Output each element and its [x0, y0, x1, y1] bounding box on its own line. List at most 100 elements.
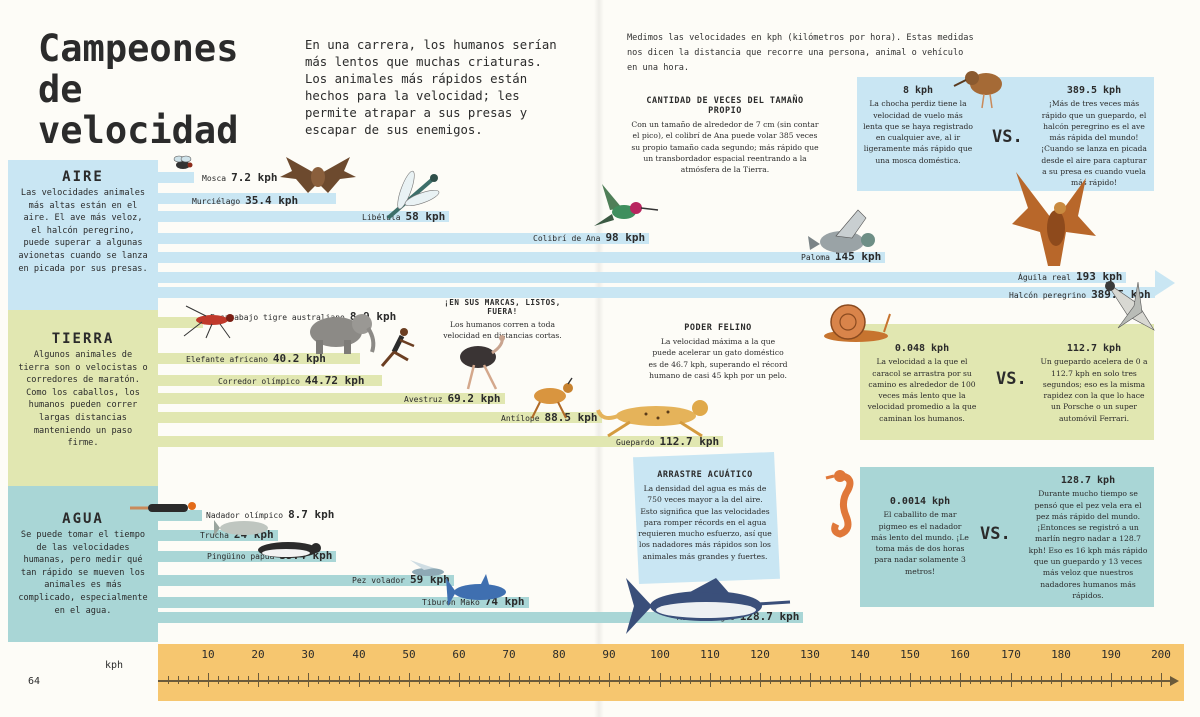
mako-shark-icon: [446, 574, 506, 606]
axis-minor-tick: [740, 676, 741, 684]
axis-minor-tick: [1031, 676, 1032, 684]
bar-animal-name: Murciélago: [192, 197, 241, 206]
axis-minor-tick: [218, 676, 219, 684]
axis-tick: [810, 673, 811, 687]
section-agua-title: AGUA: [62, 511, 104, 527]
axis-minor-tick: [920, 676, 921, 684]
bar-water: [158, 510, 202, 521]
axis-arrow-icon: [1170, 676, 1179, 686]
comparison-land-right: 112.7 kph Un guepardo acelera de 0 a 112…: [1038, 343, 1150, 424]
axis-tick-label: 60: [452, 648, 466, 661]
bar-animal-name: Avestruz: [404, 395, 443, 404]
fly-icon: [173, 155, 193, 169]
bar-air: [158, 252, 885, 263]
axis-tick: [258, 673, 259, 687]
bar-animal-name: Halcón peregrino: [1009, 291, 1087, 300]
axis-minor-tick: [579, 676, 580, 684]
bar-air: [158, 193, 336, 204]
axis-minor-tick: [389, 676, 390, 684]
axis-unit-label: kph: [105, 660, 124, 671]
axis-minor-tick: [198, 676, 199, 684]
bar-animal-name: Trucha: [200, 531, 229, 540]
axis-tick-label: 70: [502, 648, 516, 661]
axis-minor-tick: [238, 676, 239, 684]
bar-speed-value: 35.4 kph: [245, 194, 299, 207]
axis-minor-tick: [900, 676, 901, 684]
axis-minor-tick: [1071, 676, 1072, 684]
axis-tick-label: 100: [650, 648, 670, 661]
axis-line: [158, 680, 1172, 682]
comparison-water-right-speed: 128.7 kph: [1060, 475, 1116, 486]
bar-label: Colibrí de Ana 98 kph: [533, 226, 645, 245]
bat-icon: [280, 157, 356, 193]
axis-minor-tick: [1151, 676, 1152, 684]
axis-minor-tick: [318, 676, 319, 684]
bar-land: [158, 317, 203, 328]
axis-tick: [1061, 673, 1062, 687]
axis-minor-tick: [248, 676, 249, 684]
axis-tick: [459, 673, 460, 687]
speed-axis: [158, 644, 1184, 701]
woodcock-icon: [953, 71, 1002, 109]
bar-label: Mosca 7.2 kph: [202, 166, 277, 185]
fact-arrastre-text: La densidad del agua es más de 750 veces…: [638, 484, 772, 561]
axis-minor-tick: [188, 676, 189, 684]
bar-speed-value: 145 kph: [834, 250, 882, 263]
bar-animal-name: Libélula: [362, 213, 401, 222]
fact-tamano: CANTIDAD DE VECES DEL TAMAÑO PROPIO Con …: [630, 96, 820, 175]
comparison-land-right-speed: 112.7 kph: [1066, 343, 1122, 354]
flying-fish-icon: [410, 560, 444, 576]
bar-label: Murciélago 35.4 kph: [192, 189, 298, 208]
bar-animal-name: Elefante africano: [186, 355, 268, 364]
comparison-water-right-text: Durante mucho tiempo se pensó que el pez…: [1028, 489, 1148, 600]
bar-air: [158, 272, 1126, 283]
bar-land: [158, 353, 360, 364]
axis-tick-label: 110: [700, 648, 720, 661]
axis-minor-tick: [519, 676, 520, 684]
axis-tick: [1161, 673, 1162, 687]
comparison-water-left-text: El caballito de mar pigmeo es el nadador…: [871, 510, 969, 576]
axis-minor-tick: [980, 676, 981, 684]
axis-minor-tick: [639, 676, 640, 684]
bar-water: [158, 551, 336, 562]
axis-minor-tick: [489, 676, 490, 684]
axis-tick-label: 160: [950, 648, 970, 661]
axis-minor-tick: [770, 676, 771, 684]
fact-felino-title: PODER FELINO: [684, 323, 752, 333]
bar-air: [158, 211, 449, 222]
axis-tick-label: 130: [800, 648, 820, 661]
axis-tick: [308, 673, 309, 687]
axis-minor-tick: [168, 676, 169, 684]
axis-minor-tick: [830, 676, 831, 684]
axis-tick-label: 90: [602, 648, 616, 661]
section-aire-text: Las velocidades animales más altas están…: [18, 188, 148, 274]
axis-minor-tick: [268, 676, 269, 684]
axis-tick-label: 170: [1001, 648, 1021, 661]
bar-label: Paloma 145 kph: [801, 245, 881, 264]
axis-minor-tick: [1001, 676, 1002, 684]
axis-tick-label: 10: [201, 648, 215, 661]
comparison-air-left: 8 kph La chocha perdiz tiene la velocida…: [863, 85, 973, 166]
section-tierra-text: Algunos animales de tierra son o velocis…: [18, 350, 148, 449]
section-tierra: TIERRA Algunos animales de tierra son o …: [8, 310, 158, 486]
comparison-water-left: 0.0014 kph El caballito de mar pigmeo es…: [870, 496, 970, 577]
sprinter-icon: [380, 328, 415, 367]
axis-tick-label: 190: [1101, 648, 1121, 661]
axis-minor-tick: [1101, 676, 1102, 684]
swimmer-icon: [130, 502, 196, 512]
snail-icon: [824, 304, 891, 342]
comparison-land-left: 0.048 kph La velocidad a la que el carac…: [866, 343, 978, 424]
bar-label: Libélula 58 kph: [362, 205, 445, 224]
vs-label: VS.: [980, 524, 1011, 544]
axis-tick: [609, 673, 610, 687]
vs-label: VS.: [996, 369, 1027, 389]
units-note: Medimos las velocidades en kph (kilómetr…: [627, 33, 974, 73]
falcon-bar-arrow: [1155, 270, 1175, 296]
dragonfly-icon: [386, 170, 440, 220]
hummingbird-icon: [594, 184, 659, 226]
axis-minor-tick: [730, 676, 731, 684]
axis-tick-label: 150: [900, 648, 920, 661]
bar-land: [158, 412, 602, 423]
axis-minor-tick: [589, 676, 590, 684]
axis-minor-tick: [950, 676, 951, 684]
